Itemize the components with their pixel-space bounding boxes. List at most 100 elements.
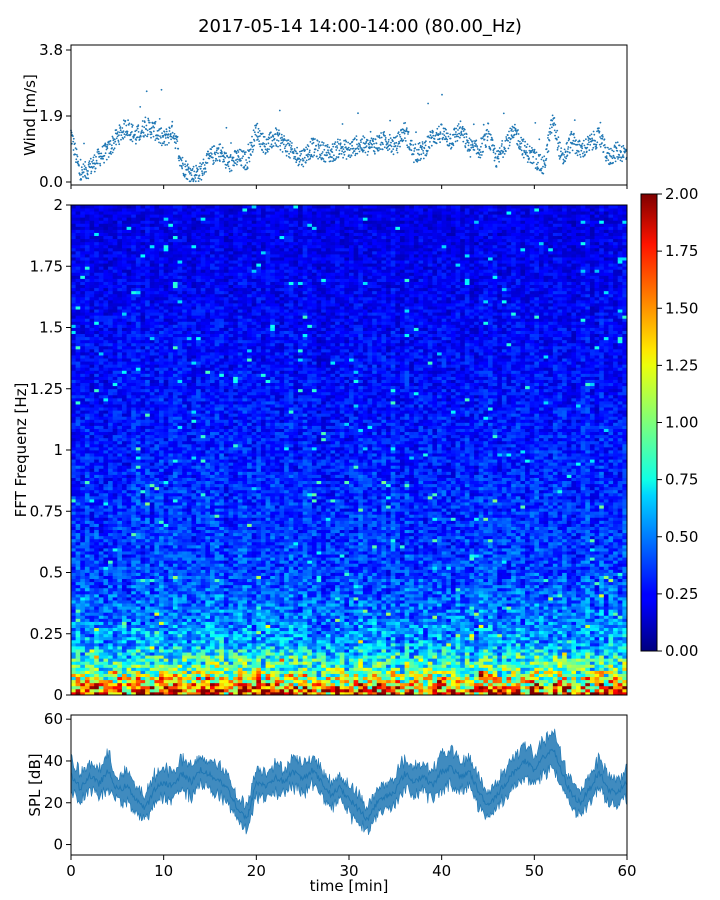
spectrogram-cell [140,557,146,561]
spectrogram-cell [71,342,77,347]
spectrogram-cell [159,312,165,316]
spectrogram-cell [89,364,95,368]
spectrogram-cell [126,685,132,690]
spectrogram-cell [112,303,118,307]
spectrogram-cell [84,652,90,656]
wind-point [89,163,92,165]
wind-point [581,142,584,145]
spectrogram-cell [71,474,77,478]
spectrogram-cell [154,661,160,665]
spectrogram-cell [145,502,151,506]
spectrogram-cell [108,336,114,341]
spectrogram-cell [71,526,77,531]
wind-point [577,150,580,153]
wind-point [135,142,137,145]
spectrogram-cell [108,229,114,233]
wind-point [458,132,461,135]
spectrogram-cell [103,523,109,527]
wind-point [154,120,157,123]
wind-point [444,136,447,138]
spectrogram-cell [126,551,132,555]
spectrogram-cell [75,404,81,408]
wind-point [366,154,369,156]
spectrogram-cell [108,682,114,687]
spectrogram-cell [121,630,127,635]
spectrogram-cell [159,630,165,635]
spectrogram-cell [103,529,109,534]
wind-point [105,158,108,161]
spectrogram-cell [84,630,90,635]
spectrogram-cell [71,554,77,558]
spectrogram-cell [121,376,127,380]
spectrogram-cell [121,278,127,282]
spectrogram-cell [140,661,146,665]
spectrogram-cell [117,471,123,475]
spectrogram-cell [149,250,155,255]
wind-point [467,142,470,144]
spectrogram-cell [112,226,118,230]
spectrogram-cell [108,241,114,246]
spectrogram-cell [126,428,132,433]
spectrogram-cell [80,266,86,270]
wind-point [354,154,357,157]
spectrogram-cell [126,208,132,212]
spectrogram-cell [149,257,155,261]
spectrogram-cell [94,655,100,659]
wind-point [387,149,389,152]
spectrogram-cell [98,642,104,647]
wind-point [150,136,152,139]
wind-point [274,142,277,145]
spectrogram-cell [112,446,118,451]
wind-point [111,135,114,138]
spectrogram-cell [154,422,160,426]
spectrogram-cell [94,581,100,586]
spectrogram-cell [159,499,165,503]
spectrogram-cell [117,214,123,218]
wind-point [275,145,278,147]
spectrogram-cell [121,646,127,650]
wind-point [421,141,424,143]
wind-point [296,146,298,149]
spectrogram-cell [159,642,165,647]
wind-point [251,151,254,153]
spectrogram-cell [135,361,141,365]
wind-point [339,143,342,146]
spectrogram-cell [108,361,114,365]
spectrogram-cell [117,272,123,276]
wind-point [488,145,491,148]
spectrogram-cell [84,220,90,224]
spectrogram-cell [98,401,104,405]
spectrogram-cell [103,661,109,665]
spectrogram-cell [108,278,114,282]
spectrogram-cell [159,603,165,607]
spectrogram-cell [149,517,155,521]
spectrogram-cell [71,627,77,632]
wind-point [211,156,214,159]
spectrogram-cell [117,652,123,656]
wind-point [302,159,305,162]
spectrogram-cell [159,639,165,644]
spectrogram-cell [117,541,123,546]
wind-point [555,131,557,134]
spectrogram-cell [135,260,141,264]
spectrogram-cell [84,235,90,240]
spectrogram-cell [145,437,151,442]
spectrogram-cell [84,440,90,445]
spectrogram-cell [135,407,141,411]
spectrogram-cell [89,480,95,485]
spectrogram-cell [140,584,146,589]
spectrogram-cell [80,477,86,482]
wind-point [361,138,363,141]
wind-point [375,142,378,145]
wind-point [233,164,236,167]
spectrogram-cell [89,385,95,390]
wind-point [176,140,179,143]
spectrogram-cell [149,477,155,482]
spectrogram-cell [89,306,95,310]
spectrogram-cell [84,342,90,347]
wind-point [505,150,507,153]
spectrogram-cell [121,373,127,377]
spectrogram-cell [103,621,109,625]
spectrogram-cell [80,321,86,325]
spectrogram-cell [117,508,123,512]
